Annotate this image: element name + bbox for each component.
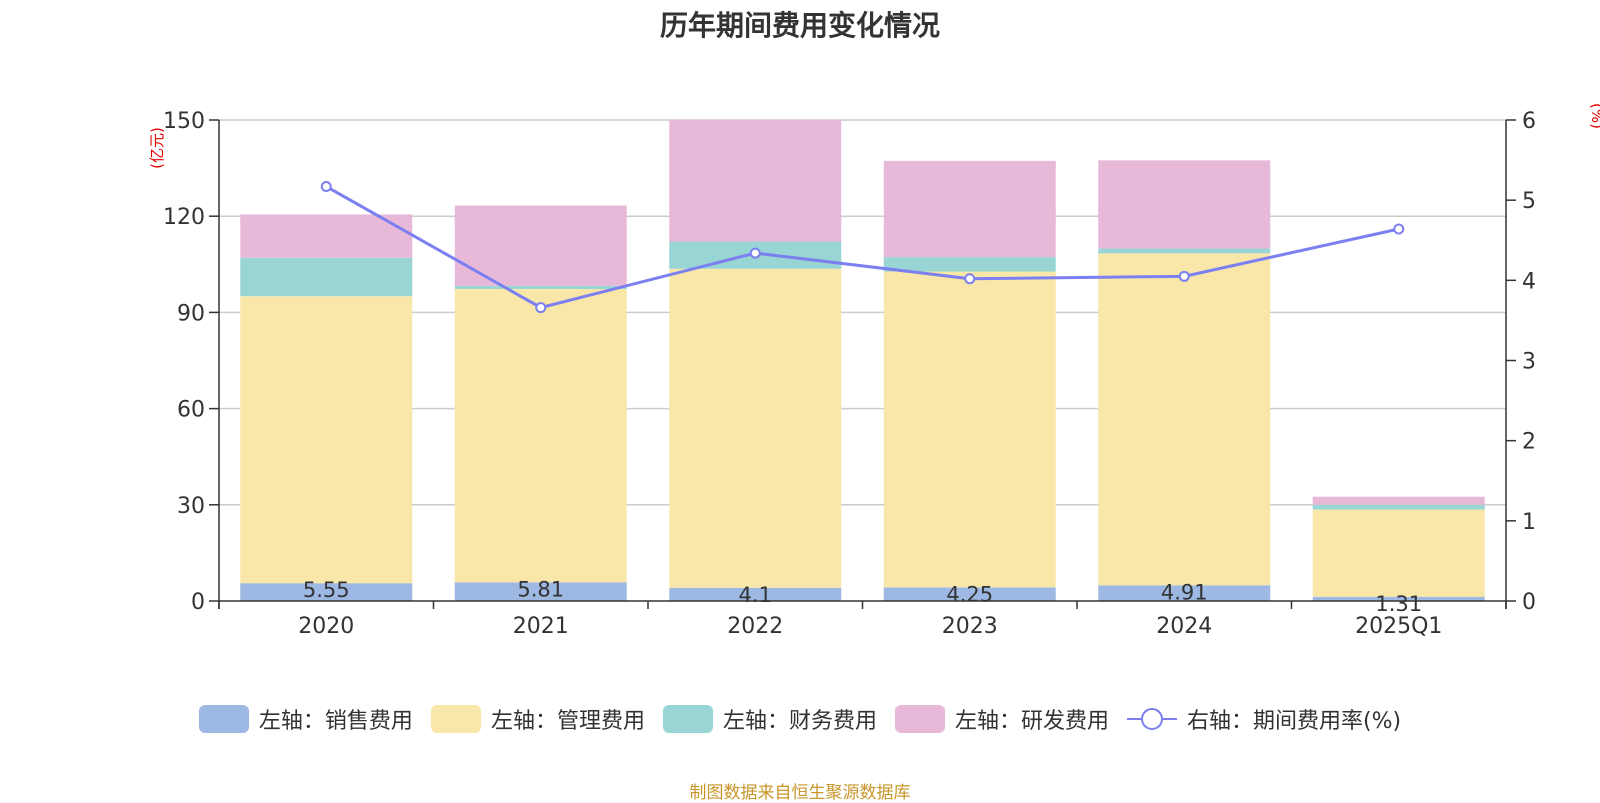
chart-title: 历年期间费用变化情况 bbox=[659, 9, 940, 42]
legend-label-sales: 左轴：销售费用 bbox=[258, 709, 413, 734]
right-tick-label: 6 bbox=[1522, 109, 1536, 134]
right-tick-label: 0 bbox=[1522, 590, 1536, 615]
x-tick-label: 2024 bbox=[1156, 614, 1212, 639]
bar-segment-rnd bbox=[240, 214, 413, 258]
bar-data-label: 1.31 bbox=[1375, 592, 1422, 616]
bar-segment-admin bbox=[1312, 509, 1485, 597]
bar-segment-sales bbox=[669, 587, 842, 601]
legend-label-expense-rate: 右轴：期间费用率(%) bbox=[1186, 709, 1402, 734]
left-tick-label: 30 bbox=[177, 494, 205, 519]
bar-segment-finance bbox=[1312, 504, 1485, 510]
x-tick-label: 2023 bbox=[942, 614, 998, 639]
bar-segment-finance bbox=[454, 285, 627, 289]
bar-data-label: 5.55 bbox=[303, 578, 350, 602]
left-tick-label: 150 bbox=[163, 109, 205, 134]
bar-segment-admin bbox=[1098, 253, 1271, 586]
bar-segment-sales bbox=[1312, 596, 1485, 601]
bar-segment-finance bbox=[1098, 248, 1271, 254]
legend-item-admin[interactable]: 左轴：管理费用 bbox=[430, 703, 645, 735]
legend-item-sales[interactable]: 左轴：销售费用 bbox=[198, 703, 413, 735]
bar-segment-admin bbox=[669, 268, 842, 588]
legend-swatch-admin bbox=[430, 705, 481, 733]
left-tick-label: 0 bbox=[191, 590, 205, 615]
legend-label-rnd: 左轴：研发费用 bbox=[954, 709, 1109, 734]
bar-data-label: 4.1 bbox=[739, 583, 772, 607]
right-tick-label: 3 bbox=[1522, 350, 1536, 375]
bar-segment-finance bbox=[883, 257, 1056, 272]
bar-segment-rnd bbox=[1312, 496, 1485, 505]
x-tick-label: 2022 bbox=[727, 614, 783, 639]
legend-swatch-sales bbox=[198, 705, 249, 733]
right-tick-label: 4 bbox=[1522, 269, 1536, 294]
source-note: 制图数据来自恒生聚源数据库 bbox=[689, 783, 911, 803]
bar-segment-sales bbox=[1098, 585, 1271, 601]
bar-segment-sales bbox=[883, 587, 1056, 601]
legend-item-expense-rate[interactable]: 右轴：期间费用率(%) bbox=[1126, 703, 1402, 735]
left-axis-unit: (亿元) bbox=[148, 127, 166, 169]
right-tick-label: 2 bbox=[1522, 430, 1536, 455]
bar-segment-rnd bbox=[1098, 160, 1271, 249]
left-tick-label: 90 bbox=[177, 301, 205, 326]
bar-segment-sales bbox=[454, 582, 627, 601]
bar-segment-admin bbox=[883, 271, 1056, 588]
chart-canvas: 0 30 60 90 120 150 0 1 2 3 4 5 6 (亿元) (%) 5.55 5.81 4.1 4.… bbox=[148, 103, 1600, 639]
legend-label-admin: 左轴：管理费用 bbox=[490, 709, 645, 734]
right-tick-label: 5 bbox=[1522, 189, 1536, 214]
expense-rate-point bbox=[749, 247, 761, 259]
expense-rate-point bbox=[320, 181, 332, 193]
x-tick-label: 2021 bbox=[513, 614, 569, 639]
right-axis-unit: (%) bbox=[1588, 103, 1600, 129]
expense-rate-point bbox=[535, 302, 547, 314]
legend-swatch-rnd bbox=[894, 705, 945, 733]
bar-segment-rnd bbox=[454, 205, 627, 286]
bar-segment-admin bbox=[240, 296, 413, 584]
bar-segment-admin bbox=[454, 288, 627, 583]
expense-rate-point bbox=[964, 273, 976, 285]
left-tick-label: 60 bbox=[177, 398, 205, 423]
legend-item-rnd[interactable]: 左轴：研发费用 bbox=[894, 703, 1109, 735]
bar-segment-rnd bbox=[669, 119, 842, 242]
legend-swatch-expense-rate bbox=[1126, 705, 1177, 733]
legend-item-finance[interactable]: 左轴：财务费用 bbox=[662, 703, 877, 735]
right-tick-label: 1 bbox=[1522, 510, 1536, 535]
legend: 左轴：销售费用 左轴：管理费用 左轴：财务费用 左轴：研发费用 右轴：期间费用率… bbox=[0, 703, 1600, 735]
expense-rate-point bbox=[1178, 270, 1190, 282]
expense-rate-point bbox=[1393, 223, 1405, 235]
legend-label-finance: 左轴：财务费用 bbox=[722, 709, 877, 734]
bar-segment-sales bbox=[240, 583, 413, 601]
bar-segment-finance bbox=[240, 257, 413, 297]
x-tick-label: 2025Q1 bbox=[1355, 614, 1442, 639]
x-tick-label: 2020 bbox=[298, 614, 354, 639]
expense-rate-line bbox=[325, 185, 1400, 310]
bar-data-label: 4.25 bbox=[946, 582, 993, 606]
left-tick-label: 120 bbox=[163, 205, 205, 230]
legend-swatch-finance bbox=[662, 705, 713, 733]
bar-segment-rnd bbox=[883, 160, 1056, 258]
bar-data-label: 5.81 bbox=[517, 577, 564, 601]
